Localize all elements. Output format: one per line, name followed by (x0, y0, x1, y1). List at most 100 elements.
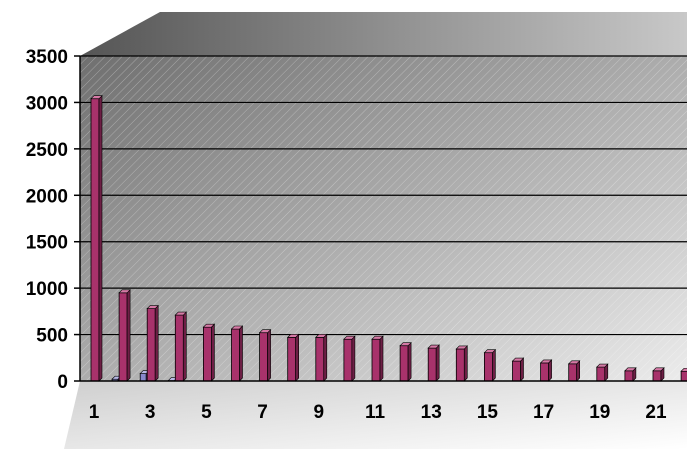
bar-series-1-side (267, 328, 271, 382)
bar-series-1-top (286, 334, 300, 338)
bar-series-1-front (652, 370, 662, 382)
x-tick-label: 17 (533, 402, 554, 423)
bar-series-1 (399, 341, 412, 382)
bar-series-1-top (315, 334, 328, 338)
bar-series-1 (90, 94, 103, 382)
bar-series-1-side (548, 359, 552, 382)
x-tick-label: 9 (314, 402, 325, 423)
bar-series-1 (680, 367, 687, 382)
bar-series-1-side (295, 333, 300, 382)
bar-series-1-side (183, 311, 187, 382)
x-tick-label: 1 (89, 402, 100, 423)
back-wall-hatch (80, 56, 687, 381)
bar-series-1-top (146, 305, 159, 309)
bar-series-1-front (315, 336, 325, 382)
floor (64, 381, 687, 449)
bar-series-1 (427, 344, 440, 382)
bar-series-2-front (139, 373, 147, 382)
bar-series-1 (315, 333, 328, 382)
x-tick-label: 5 (201, 402, 212, 423)
x-tick-label: 7 (257, 402, 268, 423)
bar-series-1-top (483, 349, 497, 353)
x-tick-label: 21 (645, 402, 667, 423)
bar-series-1-side (379, 335, 384, 382)
bar-series-1-top (371, 335, 384, 340)
bar-series-1 (511, 357, 525, 382)
bar-series-1 (343, 335, 356, 382)
x-tick-label: 11 (365, 402, 386, 423)
bar-series-1-side (576, 360, 581, 382)
bar-series-1-front (680, 370, 687, 382)
bar-series-1-top (624, 367, 637, 372)
bar-series-1-top (539, 359, 553, 364)
bar-series-1-side (492, 348, 496, 382)
bar-series-1 (286, 333, 300, 382)
bar-series-1 (567, 360, 581, 382)
bar-series-1-top (680, 367, 687, 372)
bar-series-1-top (652, 367, 665, 372)
y-tick-label: 2000 (26, 186, 68, 207)
bar-series-1-side (407, 341, 412, 382)
bar-series-1-top (596, 363, 609, 368)
bar-series-1 (596, 363, 609, 382)
bar-series-1-side (211, 323, 215, 382)
y-tick-label: 500 (36, 326, 68, 347)
bar-series-1-front (512, 360, 521, 382)
bar-series-1-front (343, 338, 353, 382)
bar-series-1-top (118, 289, 131, 294)
bar-series-1-front (202, 326, 212, 382)
bar-series-1-front (624, 370, 634, 382)
y-tick-label: 0 (57, 372, 68, 393)
bar-series-1 (624, 367, 637, 382)
x-tick-label: 13 (421, 402, 442, 423)
bar-series-1-top (427, 344, 440, 349)
y-tick-label: 1000 (26, 279, 68, 300)
bar-series-1-top (343, 335, 356, 340)
top-wall (80, 12, 687, 56)
bar-series-1-side (351, 335, 356, 382)
bar-series-1-front (90, 98, 100, 382)
y-tick-label: 3500 (26, 47, 68, 68)
bar-series-1-front (118, 292, 128, 382)
bar-series-1 (258, 328, 272, 382)
bar-series-1-side (154, 304, 159, 382)
bar-series-1-side (98, 94, 103, 382)
bar-series-1-side (239, 325, 243, 382)
bar-series-1 (371, 335, 384, 382)
x-tick-label: 19 (589, 402, 610, 423)
bar-series-1-front (174, 314, 184, 382)
bar-series-1-side (323, 333, 328, 382)
gridlines (80, 55, 687, 336)
y-tick-label: 2500 (26, 140, 68, 161)
bar-series-1 (174, 311, 188, 382)
bar-series-1-front (568, 363, 578, 382)
bar-series-1 (202, 323, 216, 382)
bar-series-1-front (399, 345, 409, 382)
bar-series-1 (539, 359, 553, 382)
bar-series-1-front (259, 332, 269, 382)
x-axis-ticks: 1 3 5 7 9 11 13 15 17 19 21 (89, 402, 667, 423)
bar-series-1 (230, 325, 244, 382)
bar-series-1 (483, 348, 497, 382)
x-tick-label: 3 (145, 402, 156, 423)
bar-series-1-side (126, 289, 131, 382)
bar-series-1 (118, 289, 131, 382)
bar-series-1-top (511, 357, 525, 362)
bar-series-1-top (258, 329, 272, 334)
bar-series-1-top (455, 345, 469, 350)
bar-series-1-front (455, 348, 465, 382)
y-axis-ticks: 0 500 1000 1500 2000 2500 3000 3500 (26, 47, 80, 393)
bar-series-1-side (435, 344, 440, 382)
bar-series-1-front (483, 352, 493, 382)
bar-series-1-top (230, 325, 244, 330)
bar-series-1-front (540, 362, 549, 382)
bar-series-1 (652, 367, 665, 382)
bar-series-1-front (371, 338, 381, 382)
y-tick-label: 1500 (26, 233, 68, 254)
bar-series-1-side (463, 345, 468, 382)
x-tick-label: 15 (477, 402, 499, 423)
y-tick-label: 3000 (26, 93, 68, 114)
bar-series-1-top (202, 323, 216, 328)
bar-series-1-top (567, 360, 581, 365)
bar-series-1-front (287, 336, 297, 382)
